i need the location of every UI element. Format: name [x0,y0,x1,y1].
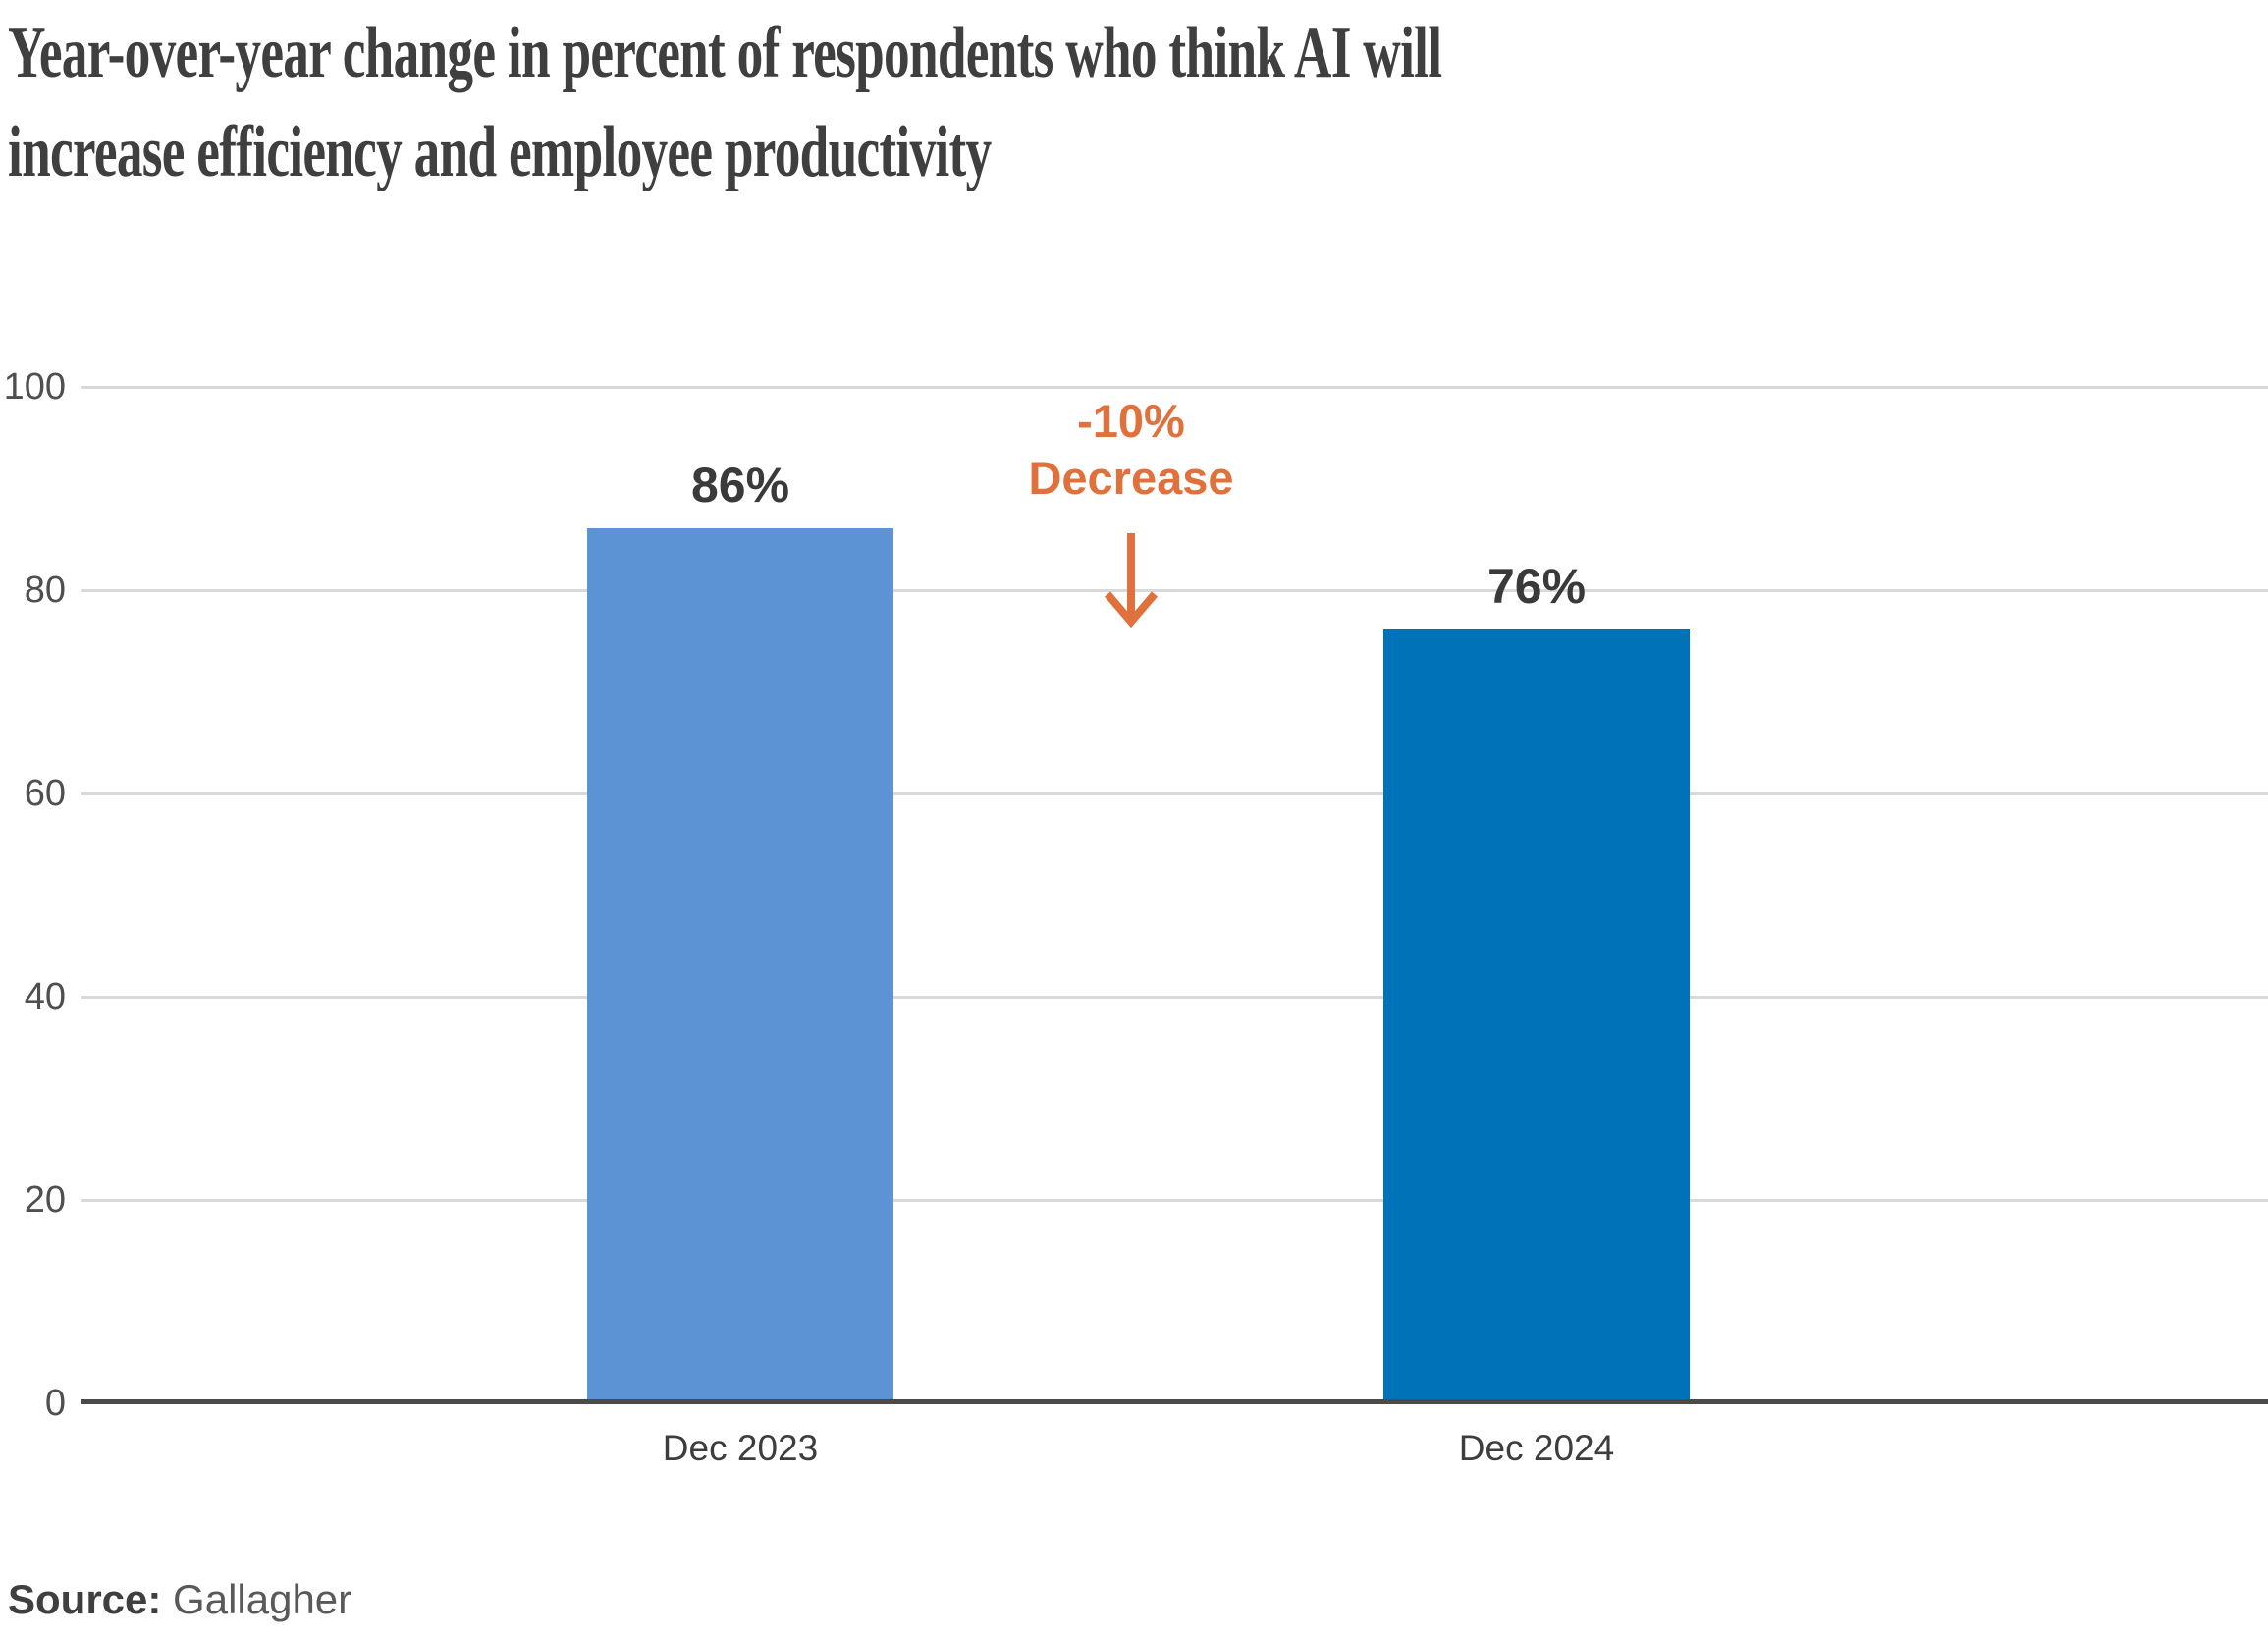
decrease-annotation: -10% Decrease [935,393,1327,507]
xlabel-dec-2024: Dec 2024 [1458,1428,1615,1468]
ytick-20: 20 [24,1179,66,1221]
xlabel-dec-2023: Dec 2023 [662,1428,819,1468]
gridline-100 [81,386,2268,389]
plot-area: 100 80 60 40 20 0 86% 76% -10% Decrease [0,366,2268,1424]
gridline-20 [81,1199,2268,1202]
ytick-0: 0 [44,1383,66,1424]
decrease-annotation-value: -10% [1077,395,1185,447]
ytick-100: 100 [3,366,66,408]
decrease-annotation-text: Decrease [1028,452,1234,504]
gridline-80 [81,589,2268,592]
down-arrow-icon [1104,533,1159,628]
x-axis-line [81,1399,2268,1404]
source-label: Source: [8,1576,162,1622]
chart-title-line1: Year-over-year change in percent of resp… [8,13,1442,93]
source-line: Source: Gallagher [8,1575,351,1624]
value-label-dec-2024: 76% [1486,559,1587,615]
ytick-40: 40 [24,976,66,1017]
gridline-60 [81,792,2268,795]
bar-dec-2023 [587,527,893,1402]
bar-dec-2024 [1383,629,1690,1402]
ytick-60: 60 [24,773,66,814]
chart-title: Year-over-year change in percent of resp… [8,4,1442,202]
value-label-dec-2023: 86% [690,457,790,513]
gridline-40 [81,996,2268,999]
ytick-80: 80 [24,570,66,611]
source-name: Gallagher [173,1576,352,1622]
chart-title-line2: increase efficiency and employee product… [8,112,992,192]
